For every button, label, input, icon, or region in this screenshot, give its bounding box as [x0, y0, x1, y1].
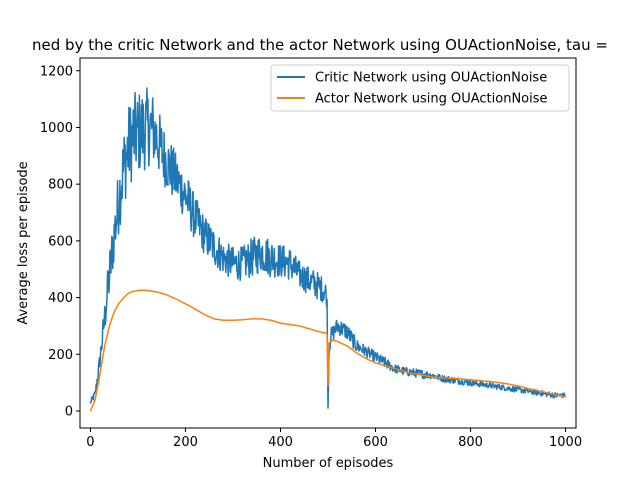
legend-label: Actor Network using OUActionNoise [315, 92, 548, 107]
x-tick-label: 600 [363, 435, 388, 450]
x-axis: 0 200 400 600 800 1000 [86, 428, 582, 450]
y-tick-label: 600 [48, 234, 73, 249]
y-axis-label: Average loss per episode [16, 161, 31, 324]
y-tick-label: 1000 [40, 121, 73, 136]
y-tick-label: 0 [65, 404, 73, 419]
x-tick-label: 0 [86, 435, 94, 450]
legend-label: Critic Network using OUActionNoise [315, 71, 547, 86]
y-axis: 0 200 400 600 800 1000 1200 [40, 64, 80, 419]
y-tick-label: 200 [48, 348, 73, 363]
plot-frame [79, 57, 577, 429]
series-layer [89, 87, 567, 412]
legend: Critic Network using OUActionNoise Actor … [270, 64, 570, 112]
chart-title: ned by the critic Network and the actor … [32, 36, 608, 54]
x-tick-label: 1000 [549, 435, 582, 450]
y-tick-label: 400 [48, 291, 73, 306]
legend-box [270, 64, 570, 112]
x-tick-label: 800 [458, 435, 483, 450]
series-line-2 [89, 289, 566, 412]
series-line-1 [89, 87, 567, 409]
y-tick-label: 1200 [40, 64, 73, 79]
x-tick-label: 200 [173, 435, 198, 450]
x-axis-label: Number of episodes [263, 456, 394, 471]
y-tick-label: 800 [48, 178, 73, 193]
x-tick-label: 400 [268, 435, 293, 450]
